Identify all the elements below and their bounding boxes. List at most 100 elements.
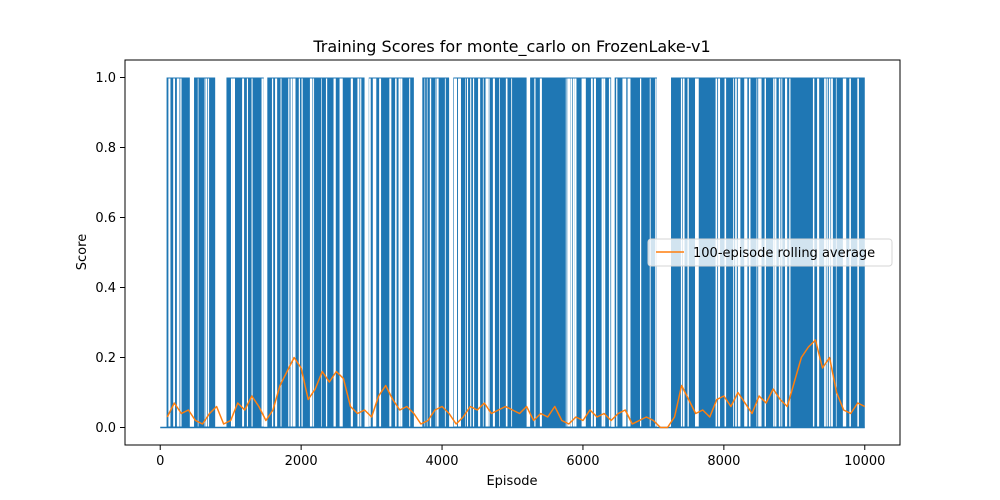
score-gap <box>466 78 469 427</box>
score-gap <box>271 78 274 427</box>
x-axis-label: Episode <box>486 474 537 489</box>
score-gap <box>398 78 401 427</box>
score-gap <box>583 78 586 427</box>
score-gap <box>453 78 456 427</box>
score-gap <box>534 78 536 427</box>
score-gap <box>590 78 593 427</box>
y-tick-label: 0.2 <box>95 351 116 366</box>
score-gap <box>339 78 341 427</box>
y-tick-label: 0.0 <box>95 421 116 436</box>
score-gap <box>488 78 490 427</box>
score-gap <box>293 78 296 427</box>
x-tick-label: 2000 <box>285 454 318 469</box>
x-tick-label: 8000 <box>707 454 740 469</box>
score-gap <box>379 78 382 427</box>
score-gap <box>624 78 627 427</box>
score-gap <box>583 78 585 427</box>
score-gap <box>321 78 322 427</box>
score-gap <box>601 78 604 427</box>
legend-box <box>647 238 893 267</box>
score-gap <box>492 78 495 427</box>
score-gap <box>603 78 606 427</box>
score-gap <box>472 78 475 427</box>
x-tick-label: 4000 <box>425 454 458 469</box>
score-gap <box>288 78 290 427</box>
score-gap <box>205 78 208 427</box>
x-tick-label: 0 <box>156 454 164 469</box>
score-success-band <box>267 77 365 428</box>
score-gap <box>197 78 199 427</box>
score-gap <box>424 78 426 427</box>
score-gap <box>574 78 577 427</box>
score-gap <box>208 78 210 427</box>
score-gap <box>301 78 303 427</box>
score-gap <box>242 78 244 427</box>
score-gap <box>409 78 411 427</box>
score-gap <box>334 78 336 427</box>
score-gap <box>436 78 439 427</box>
y-tick-label: 0.8 <box>95 141 116 156</box>
score-gap <box>176 78 179 427</box>
score-gap <box>570 78 573 427</box>
score-gap <box>230 78 233 427</box>
score-gap <box>486 78 489 427</box>
score-gap <box>567 78 571 427</box>
score-gap <box>444 78 446 427</box>
legend-label-rolling-average: 100-episode rolling average <box>693 246 875 261</box>
score-gap <box>511 78 513 427</box>
score-gap <box>275 78 278 427</box>
score-gap <box>313 78 315 427</box>
score-gap <box>629 78 631 427</box>
score-gap <box>455 78 458 427</box>
y-tick-label: 1.0 <box>95 71 116 86</box>
score-gap <box>459 78 461 427</box>
score-gap <box>369 78 371 427</box>
score-gap <box>485 78 487 427</box>
score-gap <box>204 78 206 427</box>
score-gap <box>429 78 432 427</box>
score-gap <box>339 78 342 427</box>
score-gap <box>482 78 484 427</box>
score-gap <box>298 78 300 427</box>
y-axis: 0.0 0.2 0.4 0.6 0.8 1.0 <box>95 71 125 436</box>
score-gap <box>177 78 180 427</box>
score-gap <box>435 78 437 427</box>
score-gap <box>639 78 642 427</box>
chart-title: Training Scores for monte_carlo on Froze… <box>312 37 710 57</box>
score-gap <box>173 78 176 427</box>
score-gap <box>168 78 171 427</box>
score-gap <box>180 78 182 427</box>
score-gap <box>584 78 586 427</box>
score-gap <box>616 78 618 427</box>
score-gap <box>243 78 245 427</box>
score-success-band <box>453 77 527 428</box>
x-tick-label: 10000 <box>844 454 885 469</box>
score-gap <box>622 78 625 427</box>
score-gap <box>246 78 249 427</box>
score-gap <box>360 78 362 427</box>
score-gap <box>458 78 460 427</box>
score-gap <box>311 78 313 427</box>
score-gap <box>581 78 584 427</box>
score-gap <box>389 78 392 427</box>
score-gap <box>505 78 508 427</box>
x-axis: 0 2000 4000 6000 8000 10000 <box>156 445 885 469</box>
legend: 100-episode rolling average <box>647 238 893 267</box>
score-gap <box>341 78 343 427</box>
y-tick-label: 0.6 <box>95 211 116 226</box>
score-gap <box>627 78 630 427</box>
score-gap <box>608 78 611 427</box>
score-gap <box>251 78 253 427</box>
score-gap <box>400 78 403 427</box>
y-tick-label: 0.4 <box>95 281 116 296</box>
score-gap <box>565 78 567 427</box>
score-gap <box>372 78 375 427</box>
plot-frame <box>124 59 901 446</box>
score-gap <box>593 78 596 427</box>
rolling-average-series <box>166 339 866 429</box>
score-gap <box>262 78 264 427</box>
score-gap <box>374 78 377 427</box>
score-gap <box>290 78 293 427</box>
score-gap <box>539 78 542 427</box>
